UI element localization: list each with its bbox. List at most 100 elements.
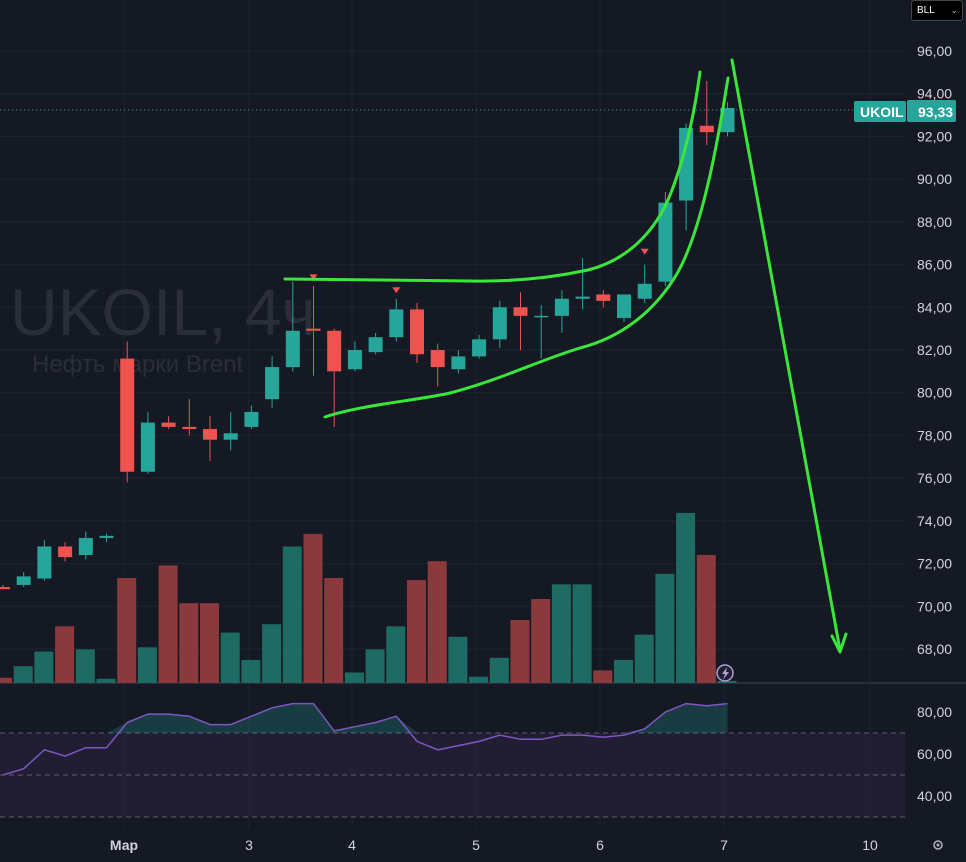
candle-body <box>99 535 114 538</box>
price-candles <box>0 80 735 590</box>
candle-body <box>575 296 590 299</box>
volume-bar <box>117 578 137 683</box>
candle-body <box>554 298 569 316</box>
volume-bar <box>55 626 75 683</box>
currency-label: BLL <box>917 5 935 16</box>
currency-selector[interactable]: BLL ⌄ <box>911 0 963 21</box>
candle-body <box>140 422 155 472</box>
volume-bar <box>634 634 654 683</box>
candle-body <box>389 309 404 338</box>
rsi-pane <box>0 702 905 818</box>
time-tick-label: 10 <box>862 837 878 853</box>
candle-body <box>161 422 176 427</box>
rsi-tick-label: 80,00 <box>917 704 952 720</box>
candle-body <box>16 576 31 585</box>
candle-body <box>720 108 735 133</box>
candle-body <box>306 328 321 331</box>
lower-trend-drawing <box>323 76 730 419</box>
volume-bar <box>179 603 199 683</box>
time-axis[interactable]: Мар 3 4 5 6 7 10 <box>110 837 878 853</box>
candle-body <box>203 429 217 440</box>
candle-body <box>617 294 631 318</box>
watermark-subtitle: Нефть марки Brent <box>32 351 244 378</box>
volume-bar <box>593 670 613 683</box>
candle-body <box>37 546 52 579</box>
price-tick-label: 74,00 <box>917 513 952 529</box>
price-tick-label: 84,00 <box>917 299 952 315</box>
price-tick-label: 92,00 <box>917 128 952 144</box>
volume-bar <box>0 677 12 683</box>
rsi-overbought-fill <box>3 703 728 733</box>
price-tick-label: 80,00 <box>917 385 952 401</box>
volume-bar <box>407 580 426 683</box>
volume-bar <box>158 565 178 683</box>
user-drawings <box>283 58 848 654</box>
rsi-line <box>2 702 728 776</box>
price-badge-bg <box>907 100 956 122</box>
chevron-down-icon: ⌄ <box>950 5 958 15</box>
signal-marker <box>309 274 318 281</box>
price-tick-label: 68,00 <box>917 641 952 657</box>
volume-bar <box>427 561 447 683</box>
volume-bar <box>303 533 323 683</box>
price-tick-label: 90,00 <box>917 171 952 187</box>
candle-body <box>430 350 445 368</box>
volume-bar <box>386 626 406 683</box>
price-tick-label: 94,00 <box>917 86 952 102</box>
rsi-tick-label: 40,00 <box>917 788 952 804</box>
volume-bar <box>262 624 282 683</box>
volume-bar <box>655 573 675 683</box>
down-arrow-line <box>730 58 842 652</box>
price-axis[interactable]: 68,00 70,00 72,00 74,00 76,00 78,00 80,00 82,00… <box>917 43 952 804</box>
candle-body <box>492 307 507 340</box>
grid <box>0 0 966 828</box>
volume-bar <box>551 584 571 683</box>
signal-marker <box>640 248 649 255</box>
lightning-icon[interactable] <box>716 664 734 682</box>
candle-body <box>699 125 714 133</box>
volume-bar <box>614 659 633 683</box>
price-tick-label: 82,00 <box>917 342 952 358</box>
volume-bar <box>572 584 592 683</box>
time-tick-label: 4 <box>348 837 356 853</box>
watermark-title: UKOIL, 4ч <box>10 275 316 349</box>
candle-body <box>472 339 487 357</box>
candle-body <box>410 309 424 355</box>
volume-bar <box>448 636 468 683</box>
volume-bar <box>96 678 116 683</box>
volume-bar <box>220 632 240 683</box>
volume-bar <box>469 676 489 683</box>
volume-bar <box>200 603 219 683</box>
volume-bar <box>510 620 530 683</box>
candle-body <box>451 356 466 370</box>
volume-bar <box>13 666 33 683</box>
price-tick-label: 88,00 <box>917 214 952 230</box>
candle-body <box>182 426 197 430</box>
settings-gear-icon[interactable] <box>933 840 943 850</box>
symbol-watermark: UKOIL, 4ч Нефть марки Brent <box>10 275 316 378</box>
volume-bar <box>324 578 344 683</box>
volume-bar <box>75 649 95 683</box>
candle-body <box>0 587 10 590</box>
price-tick-label: 72,00 <box>917 556 952 572</box>
price-badge-text: 93,33 <box>918 104 953 120</box>
candle-body <box>58 546 73 558</box>
volume-bar <box>365 649 385 683</box>
volume-bar <box>531 599 551 683</box>
candle-body <box>679 127 694 201</box>
candle-body <box>658 202 673 282</box>
symbol-badge-text: UKOIL <box>860 104 904 120</box>
down-arrow-head <box>830 632 848 654</box>
rsi-tick-label: 60,00 <box>917 746 952 762</box>
candle-body <box>327 330 342 372</box>
price-tick-label: 78,00 <box>917 427 952 443</box>
candle-body <box>285 330 300 368</box>
volume-bar <box>241 659 261 683</box>
candle-body <box>120 358 135 472</box>
candle-body <box>637 283 652 299</box>
volume-bar <box>489 657 509 683</box>
volume-bar <box>696 554 716 683</box>
price-tick-label: 86,00 <box>917 257 952 273</box>
candle-body <box>347 350 362 370</box>
